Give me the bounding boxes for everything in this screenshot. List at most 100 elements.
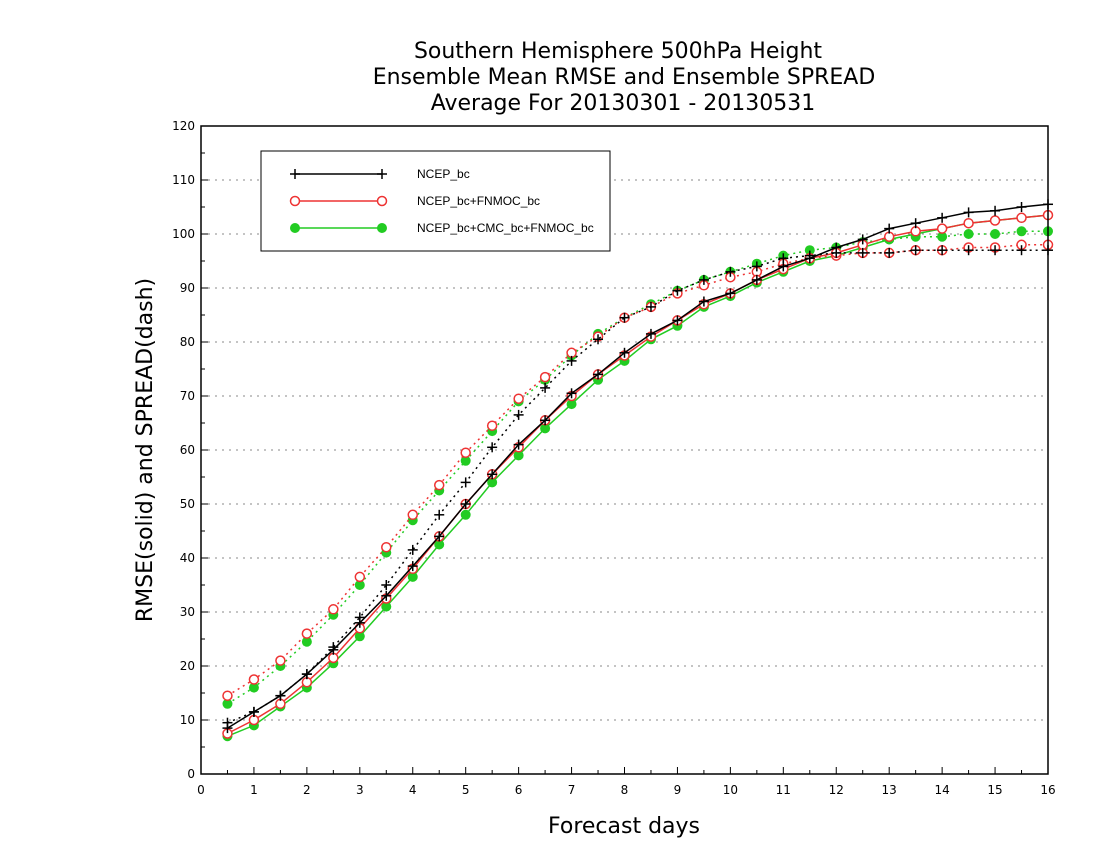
chart-title: Southern Hemisphere 500hPa Height Ensemb… bbox=[373, 39, 876, 116]
x-tick-label-14: 14 bbox=[934, 783, 949, 797]
series-0-spread-point-8 bbox=[434, 509, 445, 520]
y-tick-label-12: 120 bbox=[172, 119, 195, 133]
x-tick-label-16: 16 bbox=[1040, 783, 1055, 797]
series-1-spread-point-10 bbox=[486, 420, 498, 431]
x-tick-label-0: 0 bbox=[197, 783, 205, 797]
series-0-spread-point-26 bbox=[910, 245, 921, 256]
series-1-spread bbox=[222, 239, 1054, 701]
series-2-rmse-line bbox=[227, 214, 1049, 737]
series-1-spread-point-11 bbox=[513, 393, 524, 404]
x-tick-label-5: 5 bbox=[462, 783, 470, 797]
series-1-spread-point-6 bbox=[381, 541, 392, 553]
y-tick-label-4: 40 bbox=[180, 551, 195, 565]
x-tick-label-13: 13 bbox=[882, 783, 897, 797]
series-1-spread-point-3 bbox=[301, 628, 313, 639]
series-0-spread-point-11 bbox=[513, 409, 524, 420]
legend-marker-right-2 bbox=[377, 223, 387, 233]
series-0-spread-point-7 bbox=[407, 544, 418, 555]
legend-entry-0: NCEP_bc bbox=[290, 167, 470, 181]
series-0-spread-point-13 bbox=[566, 355, 577, 366]
series-0-spread-point-20 bbox=[751, 261, 762, 272]
series-0-rmse-point-16 bbox=[645, 328, 656, 339]
series-0-spread-point-27 bbox=[937, 245, 948, 256]
series-1-spread-point-2 bbox=[275, 655, 286, 666]
legend-entry-2: NCEP_bc+CMC_bc+FNMOC_bc bbox=[290, 221, 594, 235]
series-0-rmse-point-9 bbox=[460, 499, 471, 509]
series-0-rmse-point-19 bbox=[725, 288, 736, 299]
series-0-rmse-point-2 bbox=[275, 690, 286, 701]
series-1-spread-point-0 bbox=[222, 690, 233, 701]
legend-label-2: NCEP_bc+CMC_bc+FNMOC_bc bbox=[417, 221, 594, 235]
series-0-rmse-point-28 bbox=[963, 207, 974, 218]
y-tick-label-1: 10 bbox=[180, 713, 195, 727]
x-tick-label-6: 6 bbox=[515, 783, 523, 797]
y-tick-label-6: 60 bbox=[180, 443, 195, 457]
series-0-spread-point-16 bbox=[645, 301, 656, 312]
series-0-spread-point-10 bbox=[487, 442, 498, 453]
series-0-rmse-point-30 bbox=[1016, 202, 1027, 212]
series-0-spread-line bbox=[227, 249, 1048, 724]
x-tick-label-12: 12 bbox=[829, 783, 844, 797]
series-0-rmse-point-20 bbox=[751, 274, 762, 285]
series-0-rmse-point-8 bbox=[434, 531, 445, 542]
x-tick-label-1: 1 bbox=[250, 783, 258, 797]
y-tick-label-9: 90 bbox=[180, 281, 195, 295]
series-0-rmse-line bbox=[227, 203, 1049, 729]
series-0-rmse-point-10 bbox=[487, 469, 498, 480]
series-0-spread-point-14 bbox=[593, 334, 604, 345]
x-tick-label-2: 2 bbox=[303, 783, 311, 797]
legend-entry-1: NCEP_bc+FNMOC_bc bbox=[289, 194, 540, 208]
series-0-spread-point-6 bbox=[381, 580, 392, 590]
series-0-spread-point-25 bbox=[884, 247, 895, 258]
series-0-spread-point-19 bbox=[725, 266, 736, 277]
series-0-rmse-point-12 bbox=[540, 415, 551, 426]
series-0-rmse-point-17 bbox=[672, 315, 683, 326]
series-1-rmse-point-28 bbox=[963, 217, 974, 229]
series-0-rmse-point-24 bbox=[857, 234, 868, 245]
series-1-spread-point-12 bbox=[539, 371, 551, 383]
x-axis-ticks: 0 1 2 3 4 5 6 7 8 9 10 11 12 13 14 15 16 bbox=[197, 767, 1056, 797]
series-0-spread-point-18 bbox=[698, 274, 709, 285]
series-0-rmse-point-21 bbox=[778, 261, 789, 272]
series-1-rmse bbox=[222, 209, 1054, 739]
title-line-1: Southern Hemisphere 500hPa Height bbox=[414, 39, 822, 64]
series-0-rmse-point-27 bbox=[937, 212, 948, 223]
series-2-spread-line bbox=[227, 230, 1048, 705]
series-0-rmse bbox=[222, 199, 1053, 734]
series-0-rmse-point-1 bbox=[248, 706, 259, 717]
y-tick-label-0: 0 bbox=[187, 767, 195, 781]
series-0-rmse-point-23 bbox=[831, 242, 842, 253]
y-tick-label-5: 50 bbox=[180, 497, 195, 511]
x-tick-label-9: 9 bbox=[674, 783, 682, 797]
series-1-spread-line bbox=[227, 244, 1048, 697]
series-0-spread-point-24 bbox=[857, 247, 868, 258]
series-0-spread-point-30 bbox=[1016, 245, 1027, 256]
y-tick-label-8: 80 bbox=[180, 335, 195, 349]
legend: NCEP_bc NCEP_bc+FNMOC_bc NCEP_bc+CMC_bc+FN… bbox=[260, 150, 611, 252]
series-0-rmse-point-25 bbox=[884, 223, 895, 234]
series-1-spread-point-7 bbox=[407, 509, 418, 521]
y-tick-label-10: 100 bbox=[172, 227, 195, 241]
y-tick-label-11: 110 bbox=[172, 173, 195, 187]
series-0-rmse-point-18 bbox=[698, 296, 709, 307]
series-0-rmse-point-0 bbox=[222, 723, 233, 734]
series-1-rmse-line bbox=[227, 214, 1049, 735]
legend-marker-right-1 bbox=[376, 195, 388, 207]
legend-marker-left-0 bbox=[290, 169, 300, 179]
series-1-rmse-point-30 bbox=[1016, 212, 1027, 224]
series-1-spread-point-8 bbox=[433, 479, 445, 491]
series-0-spread-point-17 bbox=[672, 285, 683, 296]
series-0-spread-point-12 bbox=[540, 382, 551, 393]
series-1-spread-point-1 bbox=[248, 674, 260, 685]
legend-marker-right-0 bbox=[377, 169, 387, 179]
x-tick-label-10: 10 bbox=[723, 783, 738, 797]
legend-marker-left-1 bbox=[289, 195, 301, 207]
series-0-rmse-point-15 bbox=[619, 347, 630, 358]
series-0-rmse-point-14 bbox=[593, 369, 604, 380]
series-2-spread-point-30 bbox=[1016, 226, 1027, 237]
series-0-rmse-point-13 bbox=[566, 388, 577, 399]
x-axis-label: Forecast days bbox=[548, 814, 700, 839]
legend-label-0: NCEP_bc bbox=[417, 167, 470, 181]
series-0-spread-point-15 bbox=[619, 312, 630, 323]
